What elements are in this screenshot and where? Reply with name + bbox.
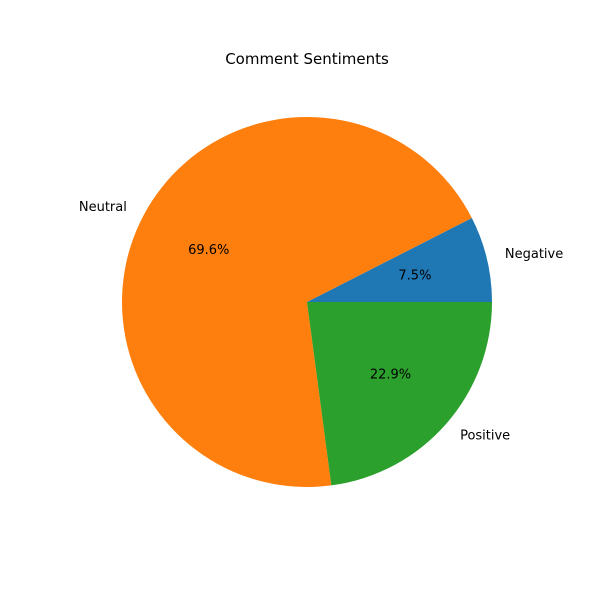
- pie-labels: Negative 7.5% Neutral 69.6% Positive 22.9%: [79, 200, 563, 444]
- slice-label-positive: Positive: [460, 429, 510, 444]
- slice-percent-positive: 22.9%: [370, 368, 411, 383]
- slice-label-negative: Negative: [505, 247, 563, 262]
- pie-slice-positive: [307, 302, 493, 486]
- slice-percent-negative: 7.5%: [398, 269, 431, 284]
- slice-percent-neutral: 69.6%: [188, 243, 229, 258]
- chart-title: Comment Sentiments: [225, 50, 389, 68]
- pie-slices: [122, 116, 493, 487]
- pie-slice-neutral: [122, 116, 472, 487]
- pie-slice-negative: [307, 218, 492, 302]
- slice-label-neutral: Neutral: [79, 200, 127, 215]
